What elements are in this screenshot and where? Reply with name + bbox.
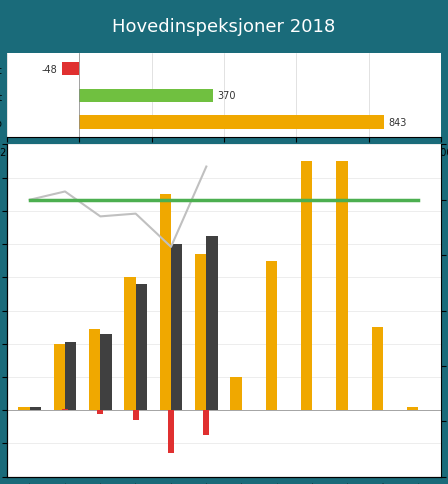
Bar bbox=[133, 410, 139, 421]
Bar bbox=[203, 410, 210, 435]
Bar bbox=[168, 410, 174, 454]
Text: -48: -48 bbox=[42, 64, 57, 75]
Bar bbox=[336, 162, 348, 410]
Bar bbox=[89, 329, 100, 410]
Bar bbox=[171, 244, 182, 410]
Bar bbox=[30, 407, 41, 410]
Bar bbox=[230, 377, 241, 410]
Bar bbox=[207, 236, 218, 410]
Bar bbox=[100, 334, 112, 410]
Bar bbox=[195, 255, 207, 410]
Bar bbox=[79, 116, 384, 130]
Bar bbox=[54, 344, 65, 410]
Bar bbox=[18, 407, 30, 410]
Bar bbox=[62, 409, 68, 410]
Bar bbox=[97, 410, 103, 414]
Bar bbox=[266, 261, 277, 410]
Text: 370: 370 bbox=[217, 91, 236, 101]
Bar bbox=[65, 342, 76, 410]
Bar bbox=[79, 90, 213, 103]
Bar bbox=[372, 328, 383, 410]
Bar bbox=[159, 195, 171, 410]
Text: 843: 843 bbox=[389, 118, 407, 128]
Bar bbox=[125, 278, 136, 410]
Bar bbox=[62, 63, 79, 76]
Bar bbox=[407, 407, 418, 410]
Bar bbox=[301, 162, 312, 410]
Bar bbox=[136, 285, 147, 410]
Text: Hovedinspeksjoner 2018: Hovedinspeksjoner 2018 bbox=[112, 17, 336, 35]
